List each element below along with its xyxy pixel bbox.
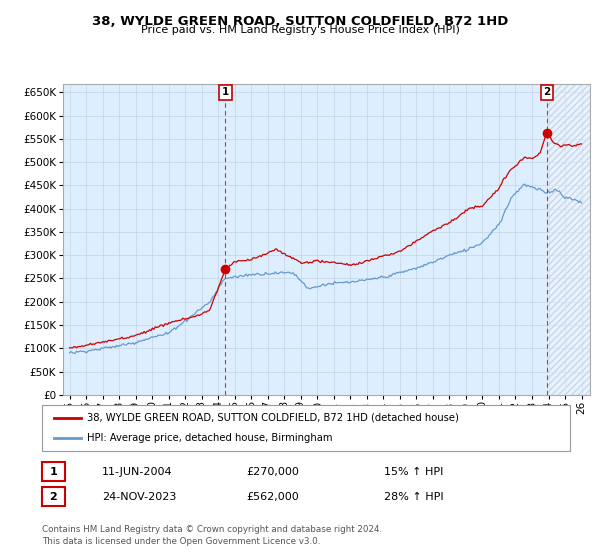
Text: 38, WYLDE GREEN ROAD, SUTTON COLDFIELD, B72 1HD (detached house): 38, WYLDE GREEN ROAD, SUTTON COLDFIELD, … xyxy=(87,413,459,423)
Text: 15% ↑ HPI: 15% ↑ HPI xyxy=(384,466,443,477)
Text: £562,000: £562,000 xyxy=(246,492,299,502)
Text: HPI: Average price, detached house, Birmingham: HPI: Average price, detached house, Birm… xyxy=(87,433,332,443)
Text: 11-JUN-2004: 11-JUN-2004 xyxy=(102,466,173,477)
Text: £270,000: £270,000 xyxy=(246,466,299,477)
Text: 2: 2 xyxy=(50,492,57,502)
Text: Contains HM Land Registry data © Crown copyright and database right 2024.
This d: Contains HM Land Registry data © Crown c… xyxy=(42,525,382,546)
Text: 2: 2 xyxy=(543,87,550,97)
Text: 28% ↑ HPI: 28% ↑ HPI xyxy=(384,492,443,502)
Text: 1: 1 xyxy=(50,466,57,477)
Text: 24-NOV-2023: 24-NOV-2023 xyxy=(102,492,176,502)
Text: 38, WYLDE GREEN ROAD, SUTTON COLDFIELD, B72 1HD: 38, WYLDE GREEN ROAD, SUTTON COLDFIELD, … xyxy=(92,15,508,27)
Text: 1: 1 xyxy=(222,87,229,97)
Text: Price paid vs. HM Land Registry's House Price Index (HPI): Price paid vs. HM Land Registry's House … xyxy=(140,25,460,35)
